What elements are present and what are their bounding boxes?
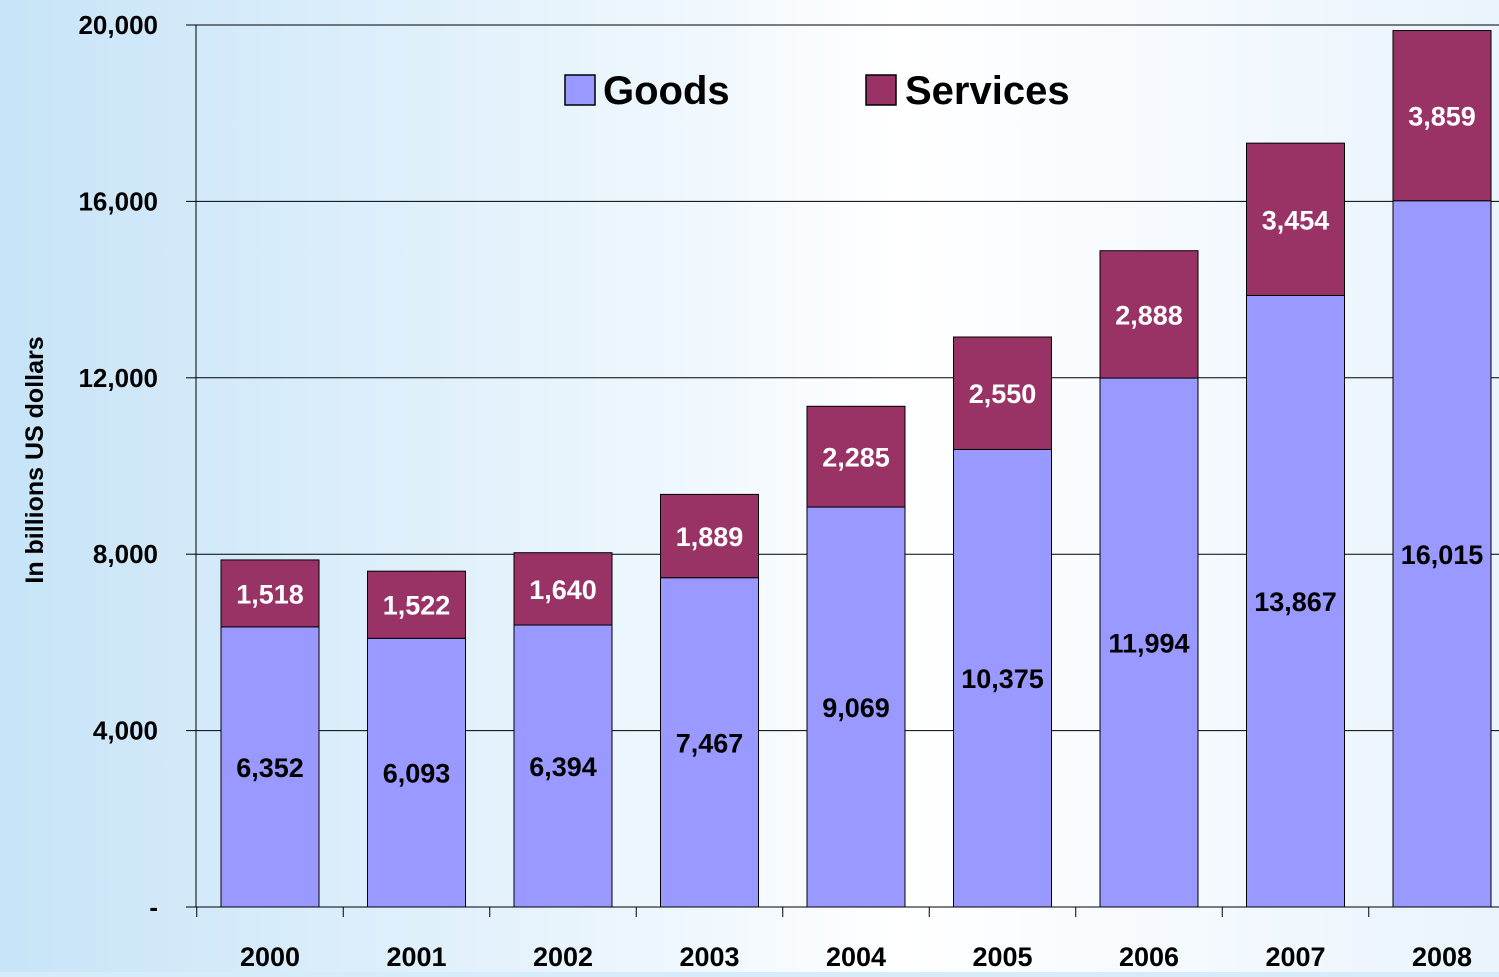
data-label-services: 1,640 [529, 575, 597, 605]
bar-services [220, 559, 320, 628]
bar-services [806, 405, 906, 508]
data-label-goods: 16,015 [1401, 540, 1484, 570]
legend-label-goods: Goods [603, 69, 730, 113]
data-label-services: 3,859 [1408, 102, 1476, 132]
y-tick-label: 12,000 [78, 363, 158, 393]
bar-goods [220, 626, 320, 908]
bar-goods [1099, 377, 1199, 908]
legend-label-services: Services [905, 69, 1070, 113]
data-label-goods: 11,994 [1108, 629, 1189, 659]
data-label-services: 1,518 [236, 579, 304, 609]
bar-services [367, 570, 466, 639]
data-label-goods: 6,394 [529, 752, 597, 782]
data-label-services: 3,454 [1262, 205, 1330, 235]
bar-goods [1246, 294, 1345, 908]
bar-goods [660, 577, 759, 908]
y-axis-title: In billions US dollars [21, 336, 49, 583]
x-tick-label: 2000 [240, 942, 300, 972]
legend: Goods Services [564, 69, 1070, 113]
data-label-goods: 6,352 [236, 753, 304, 783]
data-label-services: 2,550 [969, 379, 1037, 409]
x-tick-label: 2001 [386, 942, 446, 972]
data-label-goods: 9,069 [822, 693, 890, 723]
data-labels: 6,352 1,518 6,093 1,522 6,394 1,640 7,467 1,889… [236, 102, 1483, 789]
data-label-services: 2,285 [822, 443, 890, 473]
x-tick-label: 2005 [972, 942, 1032, 972]
bar-services [1099, 250, 1199, 379]
x-tick-label: 2006 [1119, 942, 1179, 972]
data-label-goods: 7,467 [676, 728, 744, 758]
bar-goods [1392, 200, 1492, 908]
bar-services [1392, 30, 1492, 202]
data-label-services: 1,889 [676, 522, 744, 552]
bar-goods [953, 448, 1052, 908]
data-label-services: 1,522 [383, 591, 451, 621]
x-tick-labels: 2000 2001 2002 2003 2004 2005 2006 2007 2008 [240, 942, 1472, 972]
data-label-goods: 10,375 [961, 664, 1044, 694]
y-tick-label: - [149, 892, 158, 922]
bar-services [1246, 142, 1345, 296]
x-tick-label: 2004 [826, 942, 886, 972]
bar-goods [806, 506, 906, 908]
legend-swatch-goods [564, 74, 596, 106]
y-tick-label: 20,000 [78, 10, 158, 40]
bar-services [513, 552, 613, 626]
x-tick-label: 2007 [1265, 942, 1325, 972]
y-tick-label: 8,000 [93, 539, 158, 569]
data-label-goods: 13,867 [1254, 587, 1337, 617]
data-label-services: 2,888 [1115, 300, 1183, 330]
x-tick-label: 2002 [533, 942, 593, 972]
bars [220, 30, 1492, 908]
bar-services [660, 493, 759, 579]
data-label-goods: 6,093 [383, 759, 451, 789]
x-tick-label: 2008 [1412, 942, 1472, 972]
legend-swatch-services [865, 74, 897, 106]
axes [186, 24, 1499, 917]
y-tick-label: 4,000 [93, 716, 158, 746]
y-tick-labels: - 4,000 8,000 12,000 16,000 20,000 [78, 10, 158, 922]
x-tick-label: 2003 [679, 942, 739, 972]
y-tick-label: 16,000 [78, 186, 158, 216]
bar-services [953, 336, 1052, 450]
